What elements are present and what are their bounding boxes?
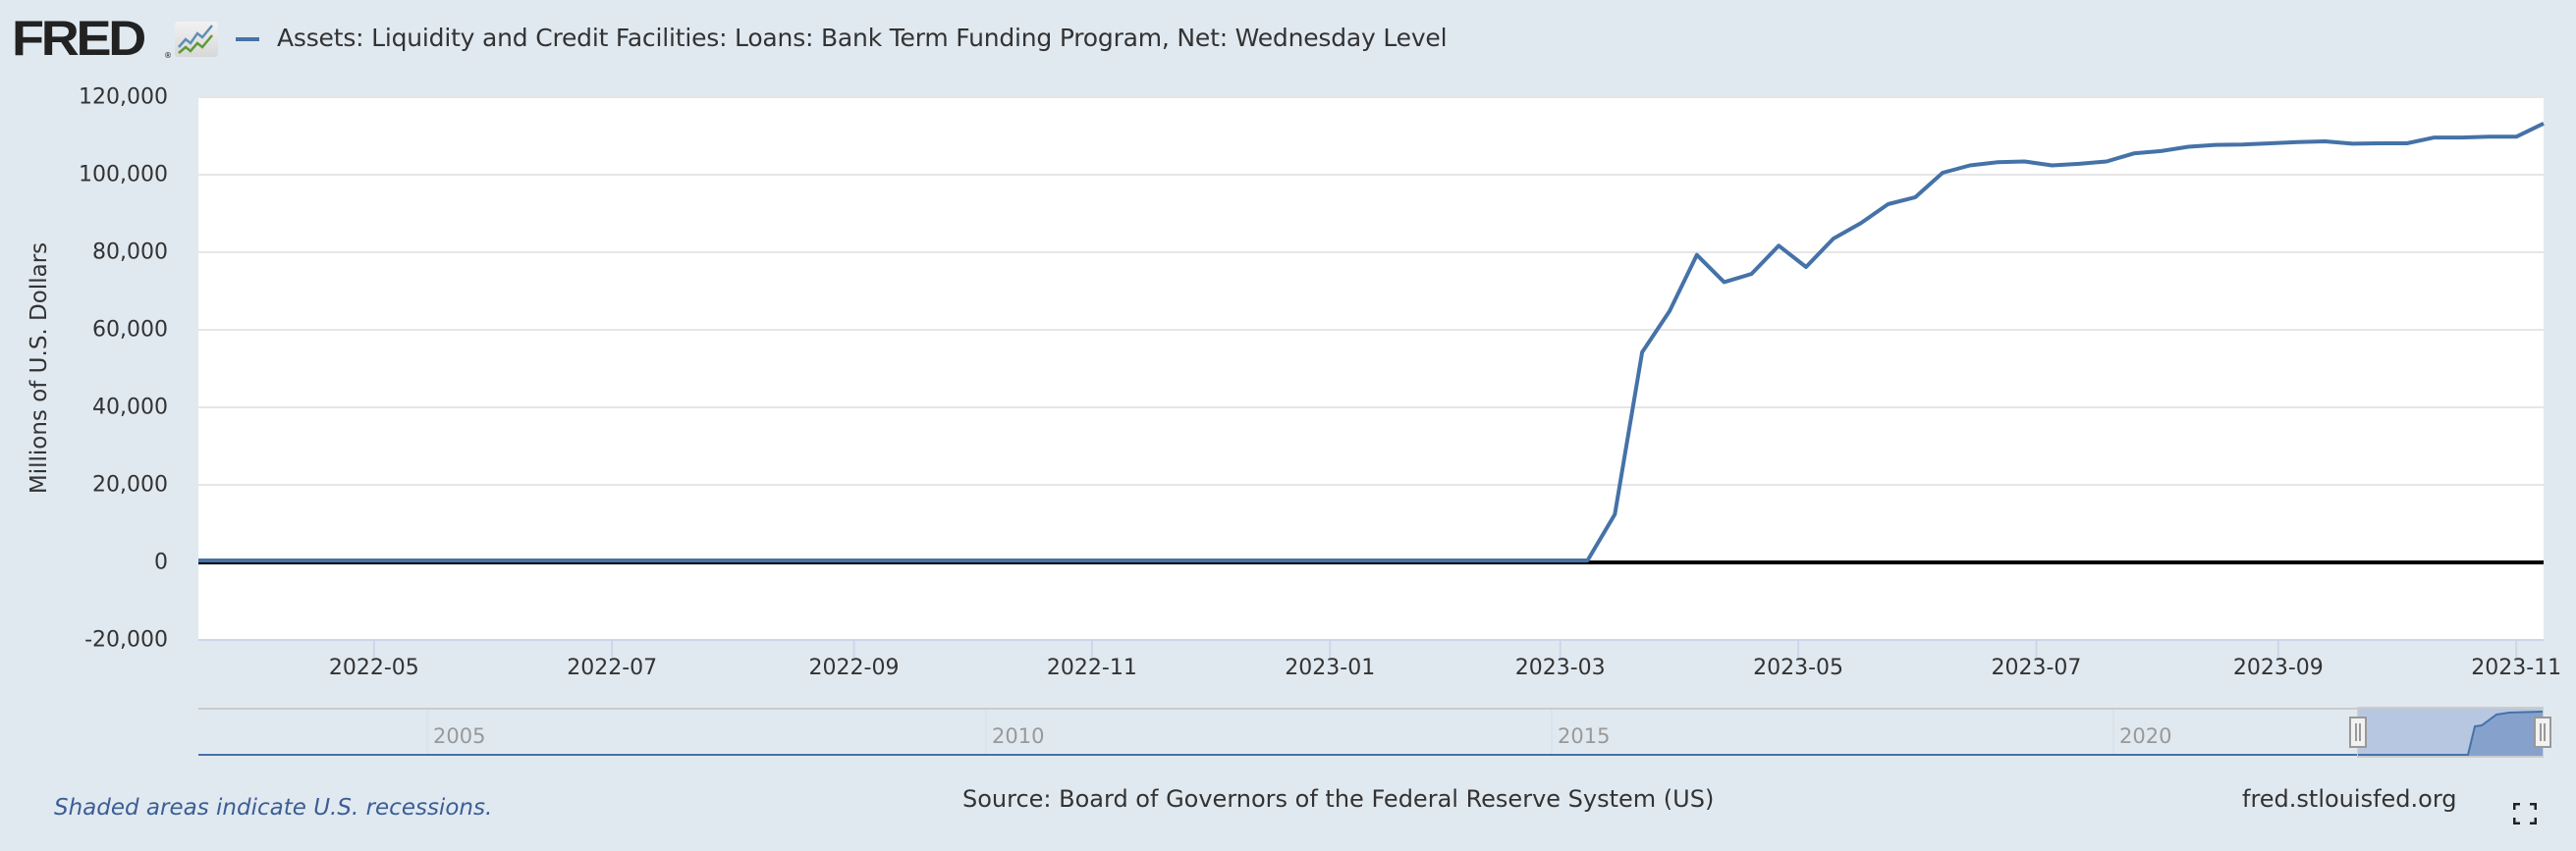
x-tick-label: 2022-11 bbox=[1046, 656, 1137, 680]
navigator-year-label: 2005 bbox=[433, 724, 486, 748]
y-tick-label: 100,000 bbox=[79, 162, 168, 187]
x-tick-label: 2023-05 bbox=[1753, 656, 1844, 680]
navigator-handle-left[interactable] bbox=[2349, 717, 2367, 748]
registered-mark: ® bbox=[164, 51, 172, 60]
navigator-ticks bbox=[426, 710, 2114, 754]
x-tick-label: 2023-09 bbox=[2232, 656, 2324, 680]
fred-url-link[interactable]: fred.stlouisfed.org bbox=[2242, 785, 2457, 813]
fred-logo[interactable]: FRED bbox=[12, 11, 146, 66]
x-tick-label: 2022-05 bbox=[328, 656, 419, 680]
drag-handle-icon[interactable] bbox=[2349, 717, 2367, 748]
range-navigator[interactable] bbox=[198, 707, 2551, 758]
legend-swatch bbox=[236, 37, 259, 41]
y-tick-label: 0 bbox=[154, 550, 168, 575]
navigator-handle-right[interactable] bbox=[2534, 717, 2551, 748]
line-chart-icon[interactable] bbox=[175, 22, 218, 57]
y-tick-label: 20,000 bbox=[92, 472, 168, 498]
navigator-series-area bbox=[2358, 712, 2543, 756]
x-tick-marks bbox=[372, 640, 2518, 658]
drag-handle-icon[interactable] bbox=[2534, 717, 2551, 748]
navigator-year-label: 2015 bbox=[1558, 724, 1611, 748]
fullscreen-icon[interactable] bbox=[2512, 802, 2538, 825]
navigator-year-label: 2010 bbox=[992, 724, 1045, 748]
series-title[interactable]: Assets: Liquidity and Credit Facilities:… bbox=[277, 24, 1448, 52]
navigator-year-label: 2020 bbox=[2119, 724, 2172, 748]
source-text: Source: Board of Governors of the Federa… bbox=[962, 785, 1715, 813]
y-tick-label: 120,000 bbox=[79, 84, 168, 110]
y-tick-label: -20,000 bbox=[84, 627, 168, 653]
x-tick-label: 2023-11 bbox=[2471, 656, 2562, 680]
x-tick-label: 2023-01 bbox=[1285, 656, 1376, 680]
x-tick-label: 2023-07 bbox=[1991, 656, 2082, 680]
x-tick-label: 2023-03 bbox=[1514, 656, 1606, 680]
y-tick-label: 60,000 bbox=[92, 317, 168, 343]
recession-note: Shaded areas indicate U.S. recessions. bbox=[54, 795, 493, 821]
series-line[interactable] bbox=[198, 122, 2545, 562]
navigator-series-line-selected bbox=[2358, 711, 2544, 756]
x-tick-label: 2022-09 bbox=[808, 656, 900, 680]
x-tick-label: 2022-07 bbox=[567, 656, 658, 680]
y-tick-label: 80,000 bbox=[92, 239, 168, 265]
chart-header: FRED ® Assets: Liquidity and Credit Faci… bbox=[0, 0, 2576, 79]
plot-area bbox=[198, 97, 2544, 640]
y-tick-label: 40,000 bbox=[92, 395, 168, 420]
